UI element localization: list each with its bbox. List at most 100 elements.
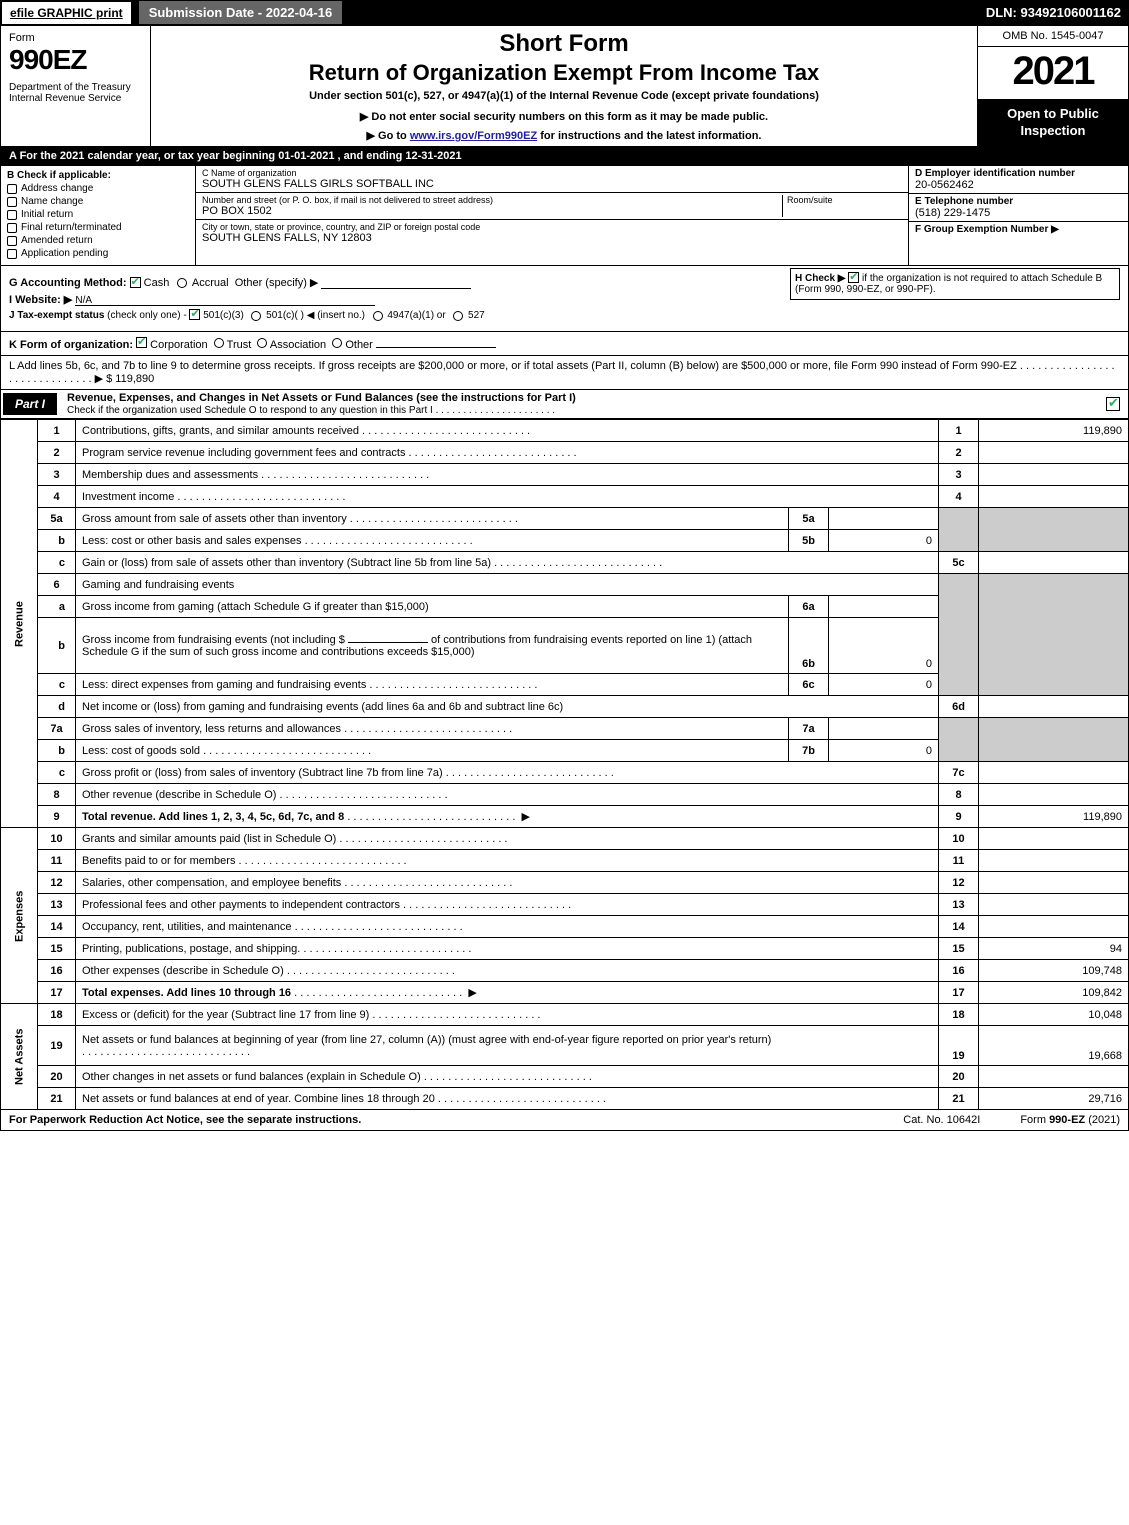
chk-527[interactable] [453, 311, 463, 321]
row-7c-num: c [38, 762, 76, 784]
k-trust: Trust [227, 339, 252, 351]
catalog-number: Cat. No. 10642I [903, 1114, 980, 1126]
grey-7 [939, 718, 979, 762]
row-12-num: 12 [38, 872, 76, 894]
j-501c3: 501(c)(3) [203, 310, 244, 321]
k-assoc: Association [270, 339, 326, 351]
row-20-desc: Other changes in net assets or fund bala… [82, 1071, 421, 1083]
row-7b-ibox: 7b [789, 740, 829, 762]
l-value: 119,890 [115, 373, 154, 385]
row-12-box: 12 [939, 872, 979, 894]
dln: DLN: 93492106001162 [978, 1, 1129, 24]
row-13-box: 13 [939, 894, 979, 916]
chk-h[interactable] [848, 272, 859, 283]
form-id-b: 990-EZ [1049, 1114, 1085, 1126]
omb-number: OMB No. 1545-0047 [978, 26, 1128, 47]
row-6a-ibox: 6a [789, 596, 829, 618]
k-corp: Corporation [150, 339, 207, 351]
row-13-amt [979, 894, 1129, 916]
row-7a-num: 7a [38, 718, 76, 740]
row-6b-desc1: Gross income from fundraising events (no… [82, 634, 345, 646]
k-lead: K Form of organization: [9, 339, 133, 351]
part-i-check[interactable] [1106, 397, 1120, 411]
j-4947: 4947(a)(1) or [387, 310, 445, 321]
row-17-box: 17 [939, 982, 979, 1004]
row-3-num: 3 [38, 464, 76, 486]
row-15-desc: Printing, publications, postage, and shi… [82, 943, 300, 955]
row-12-amt [979, 872, 1129, 894]
row-18-num: 18 [38, 1004, 76, 1026]
grey-6-amt [979, 574, 1129, 696]
row-17-amt: 109,842 [979, 982, 1129, 1004]
chk-app-pending[interactable] [7, 249, 17, 259]
row-19-desc: Net assets or fund balances at beginning… [82, 1034, 771, 1046]
chk-trust[interactable] [214, 338, 224, 348]
part-i-title-text: Revenue, Expenses, and Changes in Net As… [67, 392, 576, 404]
chk-assoc[interactable] [257, 338, 267, 348]
row-4-num: 4 [38, 486, 76, 508]
row-4-desc: Investment income [82, 491, 174, 503]
chk-accrual[interactable] [177, 278, 187, 288]
chk-501c3[interactable] [189, 309, 200, 320]
row-15-amt: 94 [979, 938, 1129, 960]
row-6c-ival: 0 [829, 674, 939, 696]
row-5c-desc: Gain or (loss) from sale of assets other… [82, 557, 491, 569]
row-21-desc: Net assets or fund balances at end of ye… [82, 1093, 435, 1105]
under-section: Under section 501(c), 527, or 4947(a)(1)… [159, 90, 969, 102]
row-6d-box: 6d [939, 696, 979, 718]
row-11-desc: Benefits paid to or for members [82, 855, 235, 867]
row-8-num: 8 [38, 784, 76, 806]
g-other-input[interactable] [321, 277, 471, 289]
k-other-input[interactable] [376, 336, 496, 348]
row-17-num: 17 [38, 982, 76, 1004]
grey-7-amt [979, 718, 1129, 762]
row-6b-ival: 0 [829, 618, 939, 674]
row-14-amt [979, 916, 1129, 938]
d-label: D Employer identification number [915, 168, 1122, 179]
h-box: H Check ▶ if the organization is not req… [790, 268, 1120, 300]
row-6b-ibox: 6b [789, 618, 829, 674]
row-5a-ival [829, 508, 939, 530]
chk-corp[interactable]: ✔ [136, 337, 147, 348]
row-2-amt [979, 442, 1129, 464]
chk-4947[interactable] [373, 311, 383, 321]
row-18-box: 18 [939, 1004, 979, 1026]
i-lead: I Website: ▶ [9, 294, 72, 306]
opt-initial-return: Initial return [21, 209, 73, 220]
b-header: B Check if applicable: [7, 170, 189, 181]
chk-initial-return[interactable] [7, 210, 17, 220]
row-6d-amt [979, 696, 1129, 718]
chk-amended-return[interactable] [7, 236, 17, 246]
row-6d-num: d [38, 696, 76, 718]
chk-other[interactable] [332, 338, 342, 348]
footer: For Paperwork Reduction Act Notice, see … [0, 1110, 1129, 1131]
row-9-num: 9 [38, 806, 76, 828]
row-2-desc: Program service revenue including govern… [82, 447, 405, 459]
row-5b-desc: Less: cost or other basis and sales expe… [82, 535, 302, 547]
chk-name-change[interactable] [7, 197, 17, 207]
row-11-num: 11 [38, 850, 76, 872]
lines-table: Revenue 1 Contributions, gifts, grants, … [0, 419, 1129, 1110]
line-l: L Add lines 5b, 6c, and 7b to line 9 to … [0, 356, 1129, 390]
row-19-num: 19 [38, 1026, 76, 1066]
goto-suffix: for instructions and the latest informat… [537, 130, 761, 142]
d-value: 20-0562462 [915, 179, 1122, 191]
row-16-box: 16 [939, 960, 979, 982]
chk-address-change[interactable] [7, 184, 17, 194]
c-name-value: SOUTH GLENS FALLS GIRLS SOFTBALL INC [202, 178, 902, 190]
goto-note: ▶ Go to www.irs.gov/Form990EZ for instru… [159, 129, 969, 142]
row-11-amt [979, 850, 1129, 872]
row-4-box: 4 [939, 486, 979, 508]
chk-cash[interactable] [130, 277, 141, 288]
grey-6 [939, 574, 979, 696]
row-5c-amt [979, 552, 1129, 574]
i-website-input[interactable]: N/A [75, 294, 375, 306]
chk-501c[interactable] [251, 311, 261, 321]
chk-final-return[interactable] [7, 223, 17, 233]
l-text: L Add lines 5b, 6c, and 7b to line 9 to … [9, 360, 1115, 385]
efile-link[interactable]: efile GRAPHIC print [0, 0, 133, 26]
row-20-box: 20 [939, 1066, 979, 1088]
irs-link[interactable]: www.irs.gov/Form990EZ [410, 130, 537, 142]
c-city-value: SOUTH GLENS FALLS, NY 12803 [202, 232, 902, 244]
row-9-desc: Total revenue. Add lines 1, 2, 3, 4, 5c,… [82, 811, 344, 823]
